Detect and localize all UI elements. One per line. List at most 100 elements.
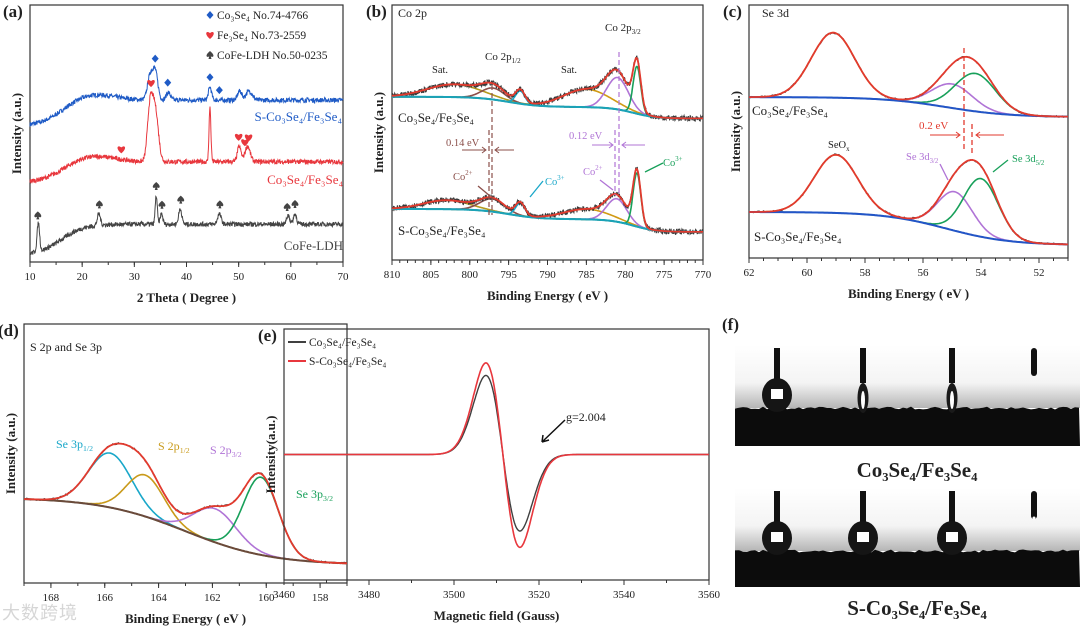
component-label: Co2+ (453, 170, 473, 183)
peak-label: Co 2p1/2 (485, 51, 521, 65)
spade-marker-icon (158, 200, 166, 209)
annotation-arrow-icon (992, 159, 1009, 173)
photo-caption: Co₃Se₄/Fe₃Se₄ (857, 458, 979, 482)
chart-c: 62 60 58 56 54 52 Binding Energy ( eV ) Intensi… (723, 2, 1069, 301)
x-tick-label: 805 (423, 269, 440, 281)
x-axis-title: Binding Energy ( eV ) (125, 611, 246, 626)
annotation-arrow-icon (529, 180, 544, 198)
y-axis-title: Intensity (a.u.) (371, 92, 386, 173)
shift-label: 0.2 eV (919, 120, 948, 132)
needle-icon (1031, 348, 1037, 376)
fit-component-line (24, 452, 347, 565)
needle-icon (774, 491, 780, 526)
satellite-label: Sat. (432, 65, 448, 76)
xrd-series-line (29, 90, 344, 184)
droplet-highlight (861, 391, 865, 409)
spade-marker-icon (177, 195, 185, 204)
envelope-fit-line (24, 442, 347, 565)
chart-title: Co 2p (398, 6, 427, 20)
substrate (735, 549, 1080, 587)
x-tick-label: 3520 (528, 589, 551, 601)
shift-label: 0.14 eV (446, 138, 480, 149)
envelope-fit-line (391, 57, 703, 120)
epr-series-line (284, 362, 709, 549)
diamond-marker-icon (164, 78, 172, 87)
photo-background (735, 488, 1080, 551)
envelope-fit-line (749, 31, 1068, 118)
panel-label: (d) (0, 321, 19, 340)
x-tick-label: 70 (338, 271, 350, 283)
x-tick-label: 3460 (273, 589, 296, 601)
x-tick-label: 54 (976, 267, 988, 279)
panel-label: (f) (722, 315, 739, 334)
x-tick-label: 780 (617, 269, 634, 281)
x-axis-title: Binding Energy ( eV ) (487, 288, 608, 303)
series-label: S-Co₃Se₄/Fe₃Se₄ (754, 229, 842, 244)
spade-marker-icon (95, 200, 103, 209)
raw-data-line (23, 442, 348, 565)
x-tick-label: 800 (462, 269, 479, 281)
spade-marker-icon (206, 51, 214, 59)
spade-marker-icon (152, 181, 160, 190)
component-label: Co3+ (663, 156, 683, 169)
background-line (749, 211, 1068, 246)
component-label: S 2p3/2 (210, 443, 242, 459)
needle-icon (774, 348, 780, 383)
panel-label: (a) (3, 2, 23, 21)
x-tick-label: 158 (312, 592, 329, 604)
component-label: S 2p1/2 (158, 439, 190, 455)
x-tick-label: 56 (918, 267, 930, 279)
component-label: Se 3p3/2 (296, 487, 333, 503)
background-line (749, 96, 1068, 118)
x-axis-title: Binding Energy ( eV ) (848, 286, 969, 301)
chart-title: Se 3d (762, 6, 789, 20)
x-tick-label: 810 (384, 269, 401, 281)
chart-e: 3460 3480 3500 3520 3540 3560 Magnetic field (… (258, 326, 721, 623)
x-axis-title: Magnetic field (Gauss) (434, 608, 560, 623)
x-tick-label: 164 (150, 592, 167, 604)
heart-marker-icon (244, 134, 253, 142)
shift-label: 0.12 eV (569, 131, 603, 142)
series-label: S-Co₃Se₄/Fe₃Se₄ (398, 223, 486, 238)
x-tick-label: 166 (97, 592, 114, 604)
diamond-marker-icon (206, 11, 214, 19)
x-tick-label: 60 (285, 271, 297, 283)
x-tick-label: 790 (539, 269, 556, 281)
droplet-highlight (771, 532, 783, 542)
x-tick-label: 3480 (358, 589, 381, 601)
x-tick-label: 50 (233, 271, 245, 283)
arrow-icon (541, 419, 566, 443)
component-label: Se 3d5/2 (1012, 154, 1045, 167)
needle-icon (949, 348, 955, 383)
y-axis-title: Intensity(a.u.) (263, 415, 278, 493)
heart-marker-icon (117, 146, 126, 154)
envelope-fit-line (749, 153, 1068, 246)
needle-icon (860, 491, 866, 526)
g-value-annotation: g=2.004 (566, 410, 606, 424)
chart-b: 810 805 800 795 790 785 780 775 770 Binding Energ… (366, 2, 712, 303)
satellite-label: Sat. (561, 65, 577, 76)
peak-label: Co 2p3/2 (605, 22, 641, 36)
x-tick-label: 20 (77, 271, 89, 283)
x-tick-label: 775 (656, 269, 673, 281)
shift-arrows (592, 141, 645, 149)
x-tick-label: 160 (258, 592, 275, 604)
annotation-arrow-icon (939, 163, 949, 181)
x-tick-label: 3560 (698, 589, 721, 601)
photo-background (735, 345, 1080, 408)
shift-arrows (930, 131, 1004, 139)
plot-frame (391, 4, 704, 261)
y-axis-title: Intensity (a.u.) (728, 91, 743, 172)
needle-icon (860, 348, 866, 383)
x-tick-label: 162 (204, 592, 221, 604)
legend-entry: Co₃Se₄ No.74-4766 (217, 10, 308, 22)
x-tick-label: 60 (802, 267, 814, 279)
chart-d: 168 166 164 162 160 158 Binding Energy ( eV ) I… (0, 321, 348, 626)
xrd-series-line (29, 64, 344, 127)
shift-arrows (462, 146, 514, 154)
heart-marker-icon (147, 80, 155, 88)
series-label: Co₃Se₄/Fe₃Se₄ (752, 103, 828, 118)
x-tick-label: 168 (43, 592, 60, 604)
component-label: Se 3p1/2 (56, 437, 93, 453)
